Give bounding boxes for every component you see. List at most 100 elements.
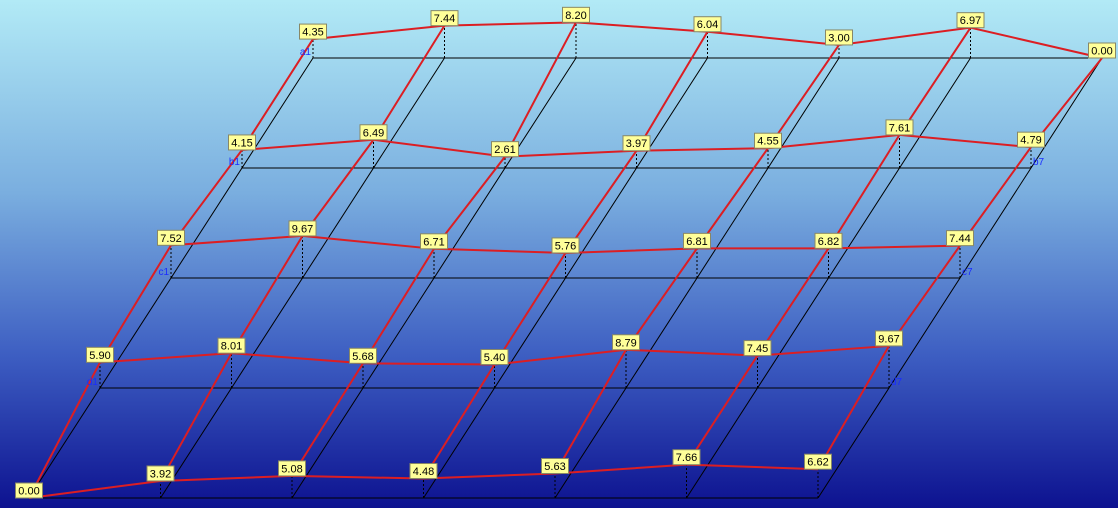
value-label-box xyxy=(693,16,722,33)
value-label-text: 5.08 xyxy=(281,463,302,475)
value-label[interactable]: 4.55 xyxy=(754,132,782,149)
value-label[interactable]: 6.49 xyxy=(359,124,388,141)
value-label[interactable]: 0.00 xyxy=(1088,42,1116,59)
column-profile-line xyxy=(817,57,1103,470)
value-label-text: 0.00 xyxy=(18,486,39,498)
value-label[interactable]: 3.00 xyxy=(825,29,853,46)
value-label-box xyxy=(299,23,327,40)
value-label-text: 0.00 xyxy=(1091,46,1112,58)
value-label[interactable]: 7.52 xyxy=(157,229,185,246)
value-label-text: 7.44 xyxy=(949,233,970,245)
value-label-box xyxy=(409,463,438,480)
row-end-tag: d7 xyxy=(891,377,903,388)
value-label-box xyxy=(622,135,651,152)
value-label-text: 4.48 xyxy=(413,466,434,478)
value-label[interactable]: 4.48 xyxy=(409,463,438,480)
value-label-box xyxy=(672,449,701,466)
value-label-text: 5.63 xyxy=(544,461,565,473)
value-label-text: 7.52 xyxy=(160,233,181,245)
value-label-box xyxy=(804,453,832,470)
row-tags: a1 b1 b7 c1 c7 d1 d7 xyxy=(87,47,1045,388)
value-label-text: 6.04 xyxy=(697,19,718,31)
value-label[interactable]: 8.01 xyxy=(217,337,246,354)
value-label-box xyxy=(956,12,985,29)
value-risers xyxy=(99,22,1032,498)
value-label-text: 6.97 xyxy=(960,15,981,27)
value-label[interactable]: 0.00 xyxy=(15,482,43,499)
value-label-box xyxy=(612,334,640,351)
value-label[interactable]: 7.66 xyxy=(672,449,701,466)
row-start-tag: a1 xyxy=(300,47,312,58)
value-label[interactable]: 5.63 xyxy=(541,458,569,475)
value-label[interactable]: 6.71 xyxy=(420,233,448,250)
value-label-text: 4.79 xyxy=(1020,135,1041,147)
value-label-text: 4.15 xyxy=(231,137,252,149)
value-label-text: 8.20 xyxy=(565,10,586,22)
value-label-box xyxy=(278,460,306,477)
value-label[interactable]: 2.61 xyxy=(491,141,519,158)
value-label[interactable]: 4.35 xyxy=(299,23,327,40)
value-label-text: 5.40 xyxy=(484,352,505,364)
row-start-tag: c1 xyxy=(158,267,169,278)
value-label-text: 6.81 xyxy=(686,236,707,248)
value-label-box xyxy=(885,119,914,136)
value-label[interactable]: 4.15 xyxy=(228,134,256,151)
value-label-text: 7.44 xyxy=(434,13,455,25)
row-end-tag: c7 xyxy=(962,267,973,278)
value-label-text: 4.55 xyxy=(757,136,778,148)
value-label-text: 8.01 xyxy=(221,341,242,353)
value-label[interactable]: 6.97 xyxy=(956,12,985,29)
value-label-box xyxy=(743,340,772,357)
value-label[interactable]: 3.92 xyxy=(146,465,175,482)
value-label-text: 4.35 xyxy=(302,27,323,39)
value-label-text: 5.76 xyxy=(555,240,576,252)
value-label-box xyxy=(754,132,782,149)
value-label[interactable]: 7.44 xyxy=(430,10,459,27)
value-label[interactable]: 7.45 xyxy=(743,340,772,357)
value-label-text: 3.97 xyxy=(626,138,647,150)
value-label-box xyxy=(491,141,519,158)
value-label[interactable]: 6.04 xyxy=(693,16,722,33)
value-label[interactable]: 5.68 xyxy=(349,347,377,364)
value-label[interactable]: 3.97 xyxy=(622,135,651,152)
value-label-text: 7.61 xyxy=(889,122,910,134)
value-label-text: 9.67 xyxy=(292,223,313,235)
value-label-box xyxy=(825,29,853,46)
value-label[interactable]: 7.61 xyxy=(885,119,914,136)
value-label-box xyxy=(86,346,114,363)
value-label[interactable]: 5.76 xyxy=(551,237,580,254)
value-label-box xyxy=(541,458,569,475)
value-label[interactable]: 6.82 xyxy=(814,232,843,249)
value-label-box xyxy=(875,330,903,347)
value-label-box xyxy=(420,233,448,250)
value-label-text: 3.92 xyxy=(150,468,171,480)
value-label-box xyxy=(288,220,317,237)
value-label[interactable]: 9.67 xyxy=(288,220,317,237)
value-label[interactable]: 5.40 xyxy=(480,349,509,366)
value-label-box xyxy=(551,237,580,254)
value-label-box xyxy=(480,349,509,366)
value-label-box xyxy=(1088,42,1116,59)
value-label-box xyxy=(683,232,711,249)
value-label-text: 3.00 xyxy=(828,32,849,44)
value-label-box xyxy=(228,134,256,151)
value-label[interactable]: 9.67 xyxy=(875,330,903,347)
column-profile-line xyxy=(554,44,840,475)
value-label[interactable]: 8.20 xyxy=(562,6,590,23)
value-label-box xyxy=(157,229,185,246)
value-label[interactable]: 5.90 xyxy=(86,346,114,363)
value-label[interactable]: 4.79 xyxy=(1017,131,1045,148)
value-label[interactable]: 6.62 xyxy=(804,453,832,470)
value-label[interactable]: 5.08 xyxy=(278,460,306,477)
value-label[interactable]: 6.81 xyxy=(683,232,711,249)
value-label-box xyxy=(814,232,843,249)
value-label[interactable]: 7.44 xyxy=(946,230,974,247)
value-label-text: 2.61 xyxy=(494,144,515,156)
value-label[interactable]: 8.79 xyxy=(612,334,640,351)
value-label-text: 7.45 xyxy=(747,343,768,355)
value-label-text: 6.82 xyxy=(818,236,839,248)
value-label-box xyxy=(562,6,590,23)
row-end-tag: b7 xyxy=(1033,157,1045,168)
